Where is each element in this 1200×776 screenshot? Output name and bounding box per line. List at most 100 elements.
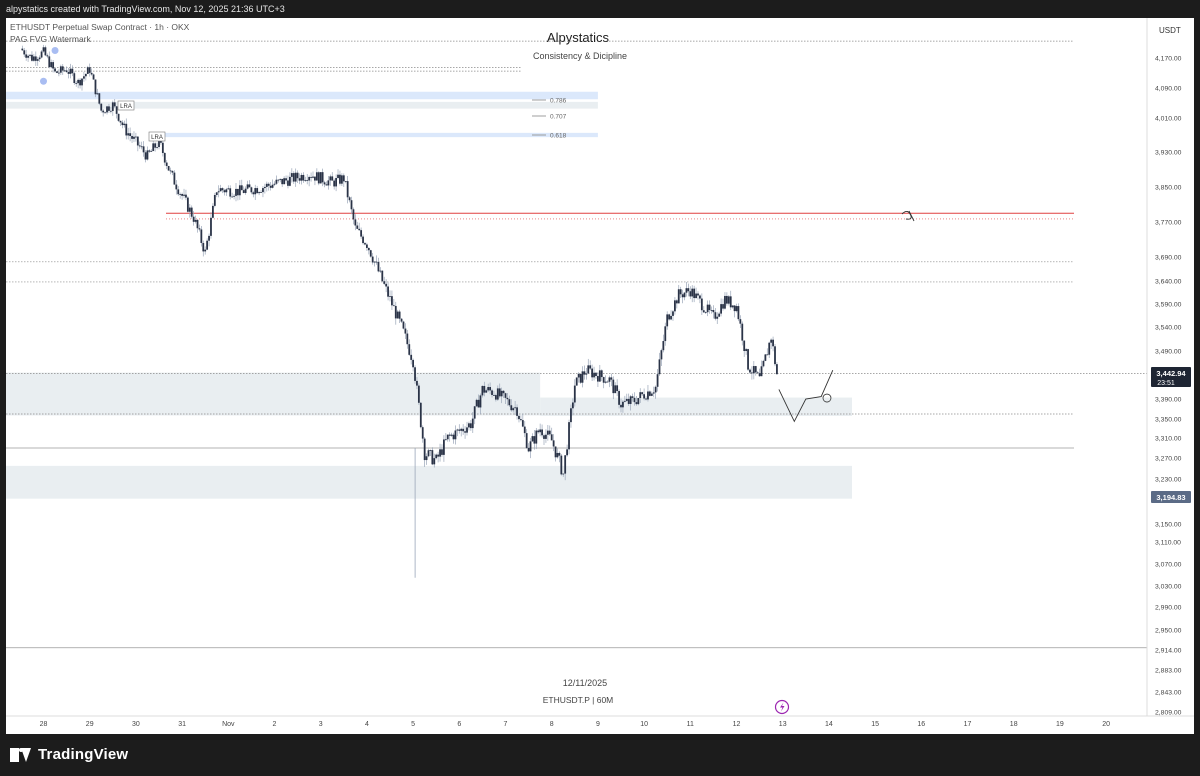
candle [581, 366, 584, 388]
candle [59, 64, 62, 75]
candle-body [212, 205, 214, 218]
alert-icon[interactable] [774, 699, 790, 715]
candle-body [641, 392, 644, 395]
candle [606, 380, 609, 383]
x-tick-label: 6 [457, 721, 461, 728]
x-tick-label: 4 [365, 721, 369, 728]
candle-body [86, 67, 89, 74]
candle [275, 175, 278, 185]
candle-body [724, 295, 726, 309]
candle [471, 411, 474, 433]
candle [423, 437, 426, 467]
candle-body [648, 391, 651, 396]
candle [493, 390, 495, 397]
candle [554, 446, 557, 462]
candle [167, 165, 170, 171]
candle-body [548, 430, 551, 435]
candle-body [427, 450, 430, 457]
candle [260, 190, 262, 193]
candle [541, 424, 543, 438]
candle-body [229, 188, 232, 197]
candle-body [493, 394, 495, 396]
candle [481, 385, 484, 398]
candle-body [489, 387, 491, 391]
lra-label[interactable]: LRA [117, 100, 135, 111]
candle-body [106, 106, 108, 113]
candle-body [254, 188, 257, 195]
candle [504, 392, 507, 405]
candle [344, 181, 347, 184]
candle-body [566, 449, 568, 456]
candle [138, 141, 141, 149]
candle-body [190, 207, 193, 217]
candle [115, 105, 118, 119]
candle-body [267, 183, 270, 186]
candle [537, 429, 540, 434]
candle-body [752, 366, 755, 374]
candle-body [533, 436, 536, 444]
candle [146, 146, 149, 161]
tradingview-logo[interactable]: TradingView [10, 746, 128, 763]
candle [69, 63, 72, 79]
candle [529, 437, 532, 459]
candle-body [54, 68, 56, 72]
candle [263, 183, 266, 194]
candle-body [758, 373, 761, 377]
chart-panel[interactable]: ETHUSDT Perpetual Swap Contract · 1h · O… [6, 18, 1194, 734]
price-axis[interactable]: USDT 4,170.00 4,090.00 4,010.00 3,930.00 3,8… [1146, 18, 1191, 717]
lra-text: LRA [151, 135, 163, 141]
candle-body [622, 401, 624, 408]
candle [391, 290, 393, 311]
y-tick-label: 3,390.00 [1155, 397, 1182, 404]
candle [219, 184, 222, 192]
candle-body [679, 289, 682, 295]
candle [342, 173, 345, 187]
lra-label[interactable]: LRA [148, 131, 166, 142]
candle [237, 188, 239, 201]
candle-body [283, 178, 286, 185]
candle-body [156, 147, 158, 148]
candle [462, 424, 465, 435]
candle-body [645, 398, 647, 400]
candle [751, 366, 753, 380]
candle-body [419, 402, 422, 428]
pivot-marker [40, 77, 47, 85]
candle-body [749, 369, 751, 373]
symbol-info[interactable]: ETHUSDT Perpetual Swap Contract · 1h · O… [10, 22, 190, 32]
candle [169, 167, 172, 175]
candle-body [289, 176, 291, 186]
candle-body [685, 288, 688, 293]
candle [570, 404, 572, 428]
candle-body [687, 288, 690, 292]
candle [154, 142, 157, 152]
y-tick-label: 3,070.00 [1155, 562, 1182, 569]
candle [672, 310, 674, 321]
candle-body [664, 326, 667, 342]
candle-body [81, 78, 83, 86]
candle-body [772, 339, 774, 347]
candle [410, 349, 413, 365]
candle [598, 364, 601, 383]
candle [221, 187, 224, 194]
candle-body [90, 72, 93, 75]
candle-body [59, 66, 62, 73]
time-axis[interactable]: 28 29 30 31 Nov 2 3 4 5 6 7 8 9 10 11 12 13 14 15 16 17 18 19 2… [6, 715, 1194, 728]
candle-body [96, 93, 99, 95]
candle [668, 313, 671, 321]
candle-body [263, 186, 266, 189]
candle-body [637, 398, 640, 405]
candle-body [674, 300, 676, 312]
candle [639, 388, 642, 403]
candle-body [502, 390, 505, 394]
candle [633, 392, 636, 406]
candle-body [423, 438, 426, 461]
chart-canvas[interactable]: ETHUSDT Perpetual Swap Contract · 1h · O… [6, 18, 1194, 734]
candle-body [277, 179, 280, 181]
candle-body [364, 243, 366, 245]
candle [152, 140, 155, 152]
candle [177, 186, 180, 196]
candle-body [625, 398, 628, 401]
candle-body [762, 360, 765, 367]
candle [133, 131, 135, 143]
lra-box [117, 100, 135, 111]
